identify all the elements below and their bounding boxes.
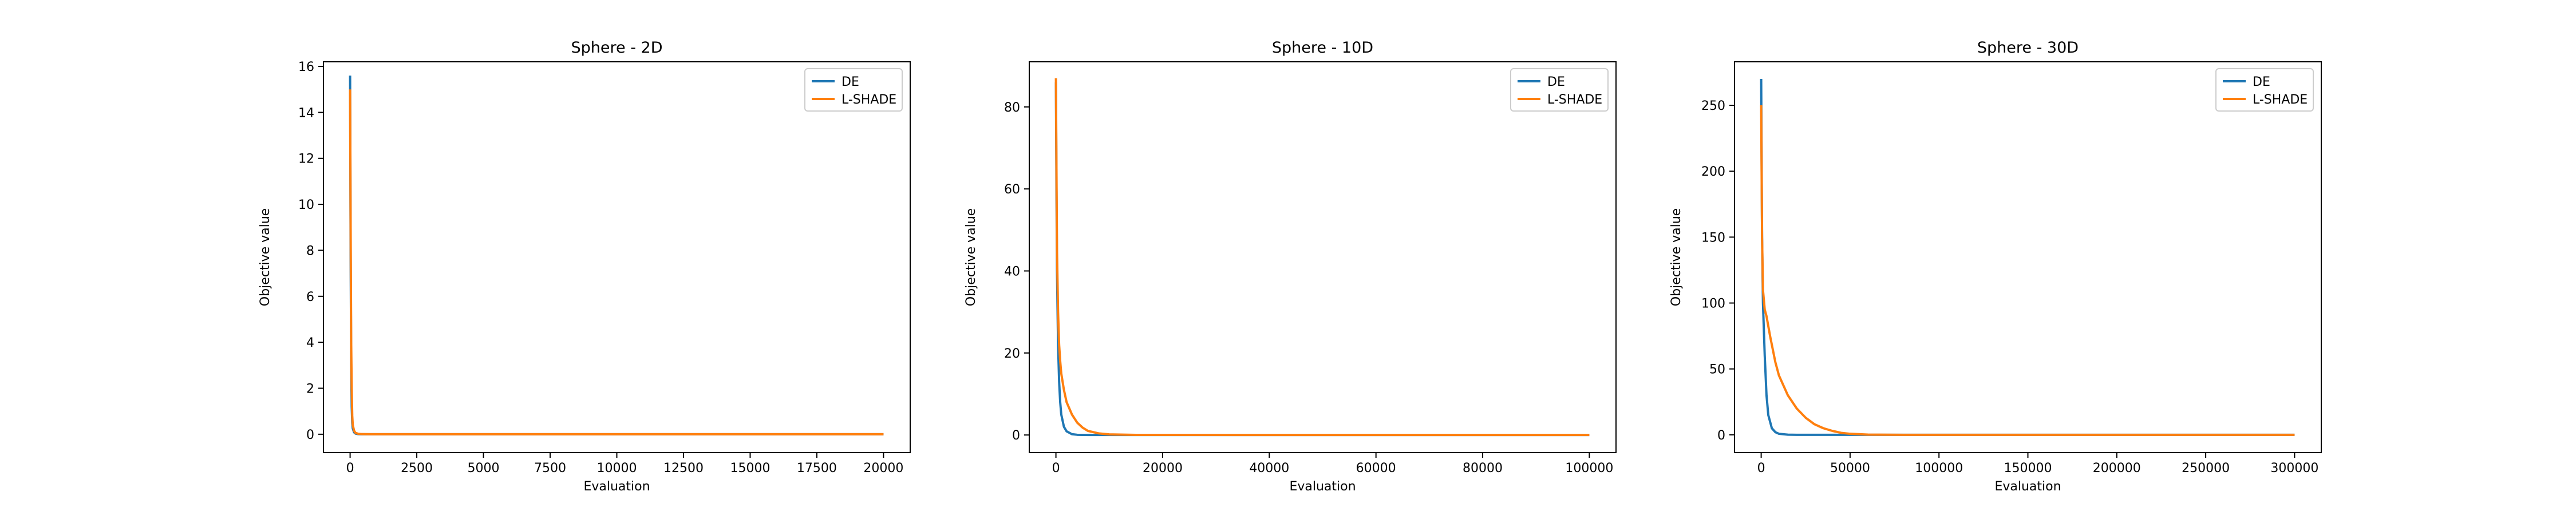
x-tick-label: 7500 <box>534 461 566 476</box>
legend: DE L-SHADE <box>2215 68 2314 112</box>
series-line-de <box>1054 82 1590 437</box>
x-tick-label: 80000 <box>1463 461 1503 476</box>
x-tick-label: 10000 <box>597 461 637 476</box>
legend-label-l-shade: L-SHADE <box>841 93 896 107</box>
x-tick-label: 2500 <box>401 461 433 476</box>
chart-2: 0 20000 40000 60000 80000 100000 0 20 40 60 80 Sphe… <box>964 39 1617 494</box>
x-tick-label: 100000 <box>1915 461 1963 476</box>
chart-title: Sphere - 10D <box>1272 39 1373 57</box>
x-tick-label: 20000 <box>1143 461 1183 476</box>
legend-label-l-shade: L-SHADE <box>2253 93 2308 107</box>
series-line-de <box>1760 78 2295 436</box>
y-tick-label: 20 <box>1004 347 1020 361</box>
series-line-de <box>349 76 884 435</box>
y-tick-label: 250 <box>1701 99 1725 113</box>
series-line-l-shade <box>1054 78 1590 437</box>
series-line-l-shade <box>349 89 884 435</box>
series-line-l-shade <box>1760 105 2295 436</box>
x-tick-label: 0 <box>1757 461 1765 476</box>
y-tick-label: 150 <box>1701 231 1725 245</box>
y-tick-label: 8 <box>306 244 314 258</box>
y-axis-label: Objective value <box>964 208 978 306</box>
x-axis-label: Evaluation <box>1289 480 1356 494</box>
x-tick-label: 20000 <box>863 461 903 476</box>
plot-area-frame <box>323 61 911 453</box>
y-tick-label: 0 <box>1012 429 1020 443</box>
x-tick-label: 50000 <box>1830 461 1870 476</box>
y-tick-label: 40 <box>1004 265 1020 279</box>
chart-title: Sphere - 30D <box>1977 39 2079 57</box>
x-tick-label: 0 <box>1052 461 1060 476</box>
x-axis-label: Evaluation <box>1994 480 2061 494</box>
legend-label-l-shade: L-SHADE <box>1547 93 1602 107</box>
y-axis-label: Objective value <box>1669 208 1684 306</box>
x-tick-label: 0 <box>346 461 354 476</box>
x-tick-label: 250000 <box>2182 461 2230 476</box>
y-tick-label: 0 <box>306 428 314 442</box>
x-tick-label: 15000 <box>730 461 770 476</box>
x-tick-label: 40000 <box>1249 461 1289 476</box>
x-tick-label: 200000 <box>2093 461 2141 476</box>
x-axis-label: Evaluation <box>583 480 650 494</box>
legend-label-de: DE <box>841 75 859 89</box>
y-tick-label: 10 <box>298 198 314 212</box>
y-tick-label: 100 <box>1701 297 1725 311</box>
y-axis-label: Objective value <box>258 208 272 306</box>
legend: DE L-SHADE <box>804 68 903 112</box>
legend-box <box>1510 68 1609 112</box>
legend-box <box>804 68 903 112</box>
legend-box <box>2215 68 2314 112</box>
x-tick-label: 150000 <box>2004 461 2052 476</box>
legend: DE L-SHADE <box>1510 68 1609 112</box>
x-tick-label: 100000 <box>1565 461 1613 476</box>
y-tick-label: 0 <box>1717 429 1725 443</box>
x-tick-label: 5000 <box>468 461 500 476</box>
y-tick-label: 50 <box>1709 363 1725 377</box>
y-tick-label: 6 <box>306 290 314 304</box>
legend-label-de: DE <box>2253 75 2270 89</box>
y-tick-label: 14 <box>298 106 314 120</box>
y-tick-label: 60 <box>1004 183 1020 197</box>
chart-title: Sphere - 2D <box>571 39 663 57</box>
x-tick-label: 300000 <box>2270 461 2318 476</box>
plot-area-frame <box>1029 61 1617 453</box>
x-tick-label: 17500 <box>797 461 837 476</box>
chart-3: 0 50000 100000 150000 200000 250000 300000 0 50 1… <box>1669 39 2322 494</box>
y-tick-label: 4 <box>306 336 314 350</box>
legend-label-de: DE <box>1547 75 1565 89</box>
y-tick-label: 80 <box>1004 101 1020 115</box>
plot-area-frame <box>1734 61 2322 453</box>
chart-1: 0 2500 5000 7500 10000 12500 15000 17500 20000 0 2… <box>258 39 911 494</box>
x-tick-label: 60000 <box>1356 461 1396 476</box>
y-tick-label: 12 <box>298 152 314 167</box>
x-tick-label: 12500 <box>663 461 704 476</box>
y-tick-label: 16 <box>298 60 314 74</box>
y-tick-label: 2 <box>306 382 314 397</box>
y-tick-label: 200 <box>1701 165 1725 179</box>
